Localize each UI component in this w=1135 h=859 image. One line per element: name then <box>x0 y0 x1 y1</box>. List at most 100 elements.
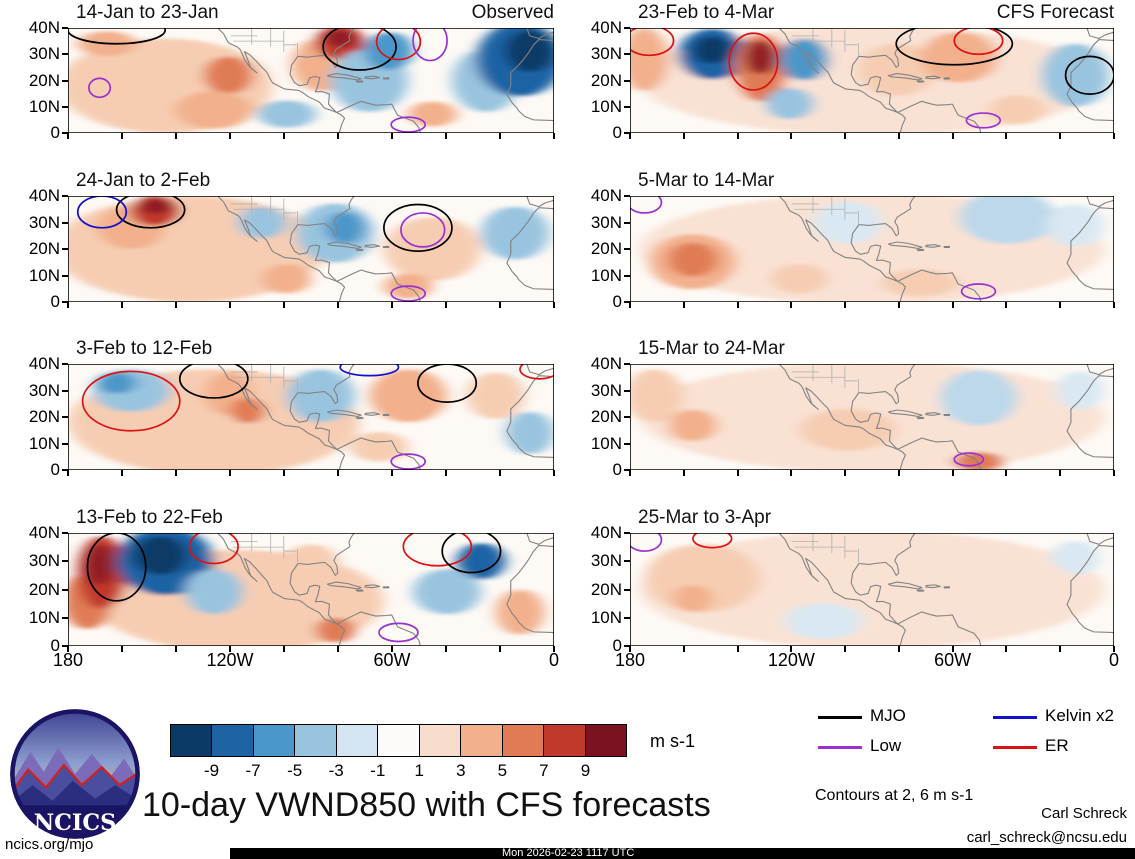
y-axis-label: 10N <box>590 433 622 453</box>
anomaly-fill <box>692 36 732 64</box>
y-axis-tick <box>62 132 68 134</box>
x-axis-tick <box>283 470 285 476</box>
y-axis-tick <box>624 195 630 197</box>
anomaly-fill <box>315 617 355 643</box>
wave-contour <box>966 113 1000 128</box>
y-axis-label: 30N <box>28 380 60 400</box>
x-axis-tick <box>391 302 393 308</box>
y-axis-label: 40N <box>590 18 622 37</box>
credit-name: Carl Schreck <box>1041 805 1127 822</box>
wave-contour <box>520 364 554 379</box>
map-svg <box>630 196 1114 302</box>
x-axis-tick <box>736 133 739 139</box>
coastlines <box>218 196 554 302</box>
wave-contour <box>89 78 110 97</box>
anomaly-fill <box>140 199 171 215</box>
x-axis-tick <box>121 646 123 652</box>
x-axis-tick <box>337 133 339 139</box>
y-axis-label: 10N <box>590 607 622 627</box>
colorbar-tick-label: 3 <box>456 761 466 780</box>
x-axis-tick <box>1113 646 1115 652</box>
panel-title: 23-Feb to 4-Mar <box>638 2 775 23</box>
y-axis-label: 30N <box>590 380 622 400</box>
y-axis-tick <box>624 132 630 134</box>
x-axis-tick <box>1059 646 1062 652</box>
anomaly-fill <box>644 544 761 613</box>
map-svg <box>630 28 1114 133</box>
x-axis-tick <box>736 646 739 652</box>
x-axis-tick <box>951 470 954 476</box>
y-axis-tick <box>62 53 68 56</box>
colorbar-segment <box>502 725 545 756</box>
x-axis-tick <box>629 470 631 476</box>
wave-contour <box>379 623 418 641</box>
credit-email-link[interactable]: carl_schreck@ncsu.edu <box>966 829 1127 846</box>
x-axis-tick <box>1059 470 1062 476</box>
y-axis-label: 30N <box>590 212 622 232</box>
x-axis-tick <box>951 646 954 652</box>
anomaly-fill <box>765 87 814 120</box>
x-axis-tick <box>1005 646 1008 652</box>
y-axis-tick <box>62 248 68 250</box>
panel-title: 13-Feb to 22-Feb <box>76 507 223 528</box>
x-axis-tick <box>391 133 393 139</box>
colorbar-tick-label: -1 <box>370 761 386 780</box>
wave-contour <box>391 117 425 132</box>
y-axis-label: 0 <box>612 123 622 142</box>
y-axis-label: 10N <box>28 265 60 285</box>
colorbar-tick-label: -7 <box>245 761 261 780</box>
wave-contour <box>630 196 661 213</box>
colorbar-tick-label: -5 <box>287 761 303 780</box>
ncics-logo-svg: NCICS <box>10 709 140 839</box>
anomaly-fill <box>257 100 316 128</box>
x-axis-tick <box>897 646 900 652</box>
footer-url-link[interactable]: ncics.org/mjo <box>5 836 94 853</box>
anomaly-fill <box>325 211 365 244</box>
x-axis-tick <box>951 133 954 139</box>
y-axis-label: 10N <box>590 265 622 285</box>
y-axis-tick <box>624 363 630 365</box>
map-svg <box>68 28 554 133</box>
wave-contour <box>323 28 396 70</box>
colorbar-tick-label: 7 <box>539 761 549 780</box>
x-axis-tick <box>1113 470 1115 476</box>
x-axis-tick <box>682 133 685 139</box>
y-axis-label: 30N <box>590 551 622 571</box>
x-axis-tick <box>67 646 69 652</box>
anomaly-fill <box>85 544 115 585</box>
colorbar-segment <box>544 725 586 756</box>
x-axis-tick <box>1113 302 1115 308</box>
x-axis-tick <box>283 302 285 308</box>
legend-line <box>993 716 1037 719</box>
anomaly-fill <box>745 40 777 75</box>
y-axis-label: 10N <box>28 433 60 453</box>
y-axis-tick <box>624 469 630 471</box>
anomaly-fill <box>238 206 287 239</box>
anomaly-fill <box>920 32 998 83</box>
wave-contour <box>442 533 500 573</box>
x-axis-tick <box>1005 302 1008 308</box>
x-axis-tick <box>1059 133 1062 139</box>
colorbar-tick-label: 9 <box>580 761 591 780</box>
y-axis-tick <box>62 442 68 445</box>
y-axis-tick <box>62 469 68 471</box>
x-axis-tick <box>897 133 900 139</box>
y-axis-label: 20N <box>28 239 60 258</box>
x-axis-tick <box>790 133 793 139</box>
x-axis-tick <box>1005 470 1008 476</box>
wave-contour <box>403 533 471 566</box>
map-svg <box>68 196 554 302</box>
x-axis-label: 0 <box>1108 650 1119 670</box>
x-axis-tick <box>175 133 177 139</box>
x-axis-tick <box>229 470 231 476</box>
anomaly-fill <box>770 263 829 294</box>
wave-contour <box>180 364 248 398</box>
panel-title: 15-Mar to 24-Mar <box>638 338 785 359</box>
x-axis-tick <box>175 470 177 476</box>
anomaly-fill <box>174 91 253 129</box>
x-axis-tick <box>67 133 69 139</box>
wave-contour <box>391 454 425 469</box>
anomaly-fill <box>495 589 545 635</box>
y-axis-tick <box>624 79 630 82</box>
wave-contour <box>78 196 127 228</box>
